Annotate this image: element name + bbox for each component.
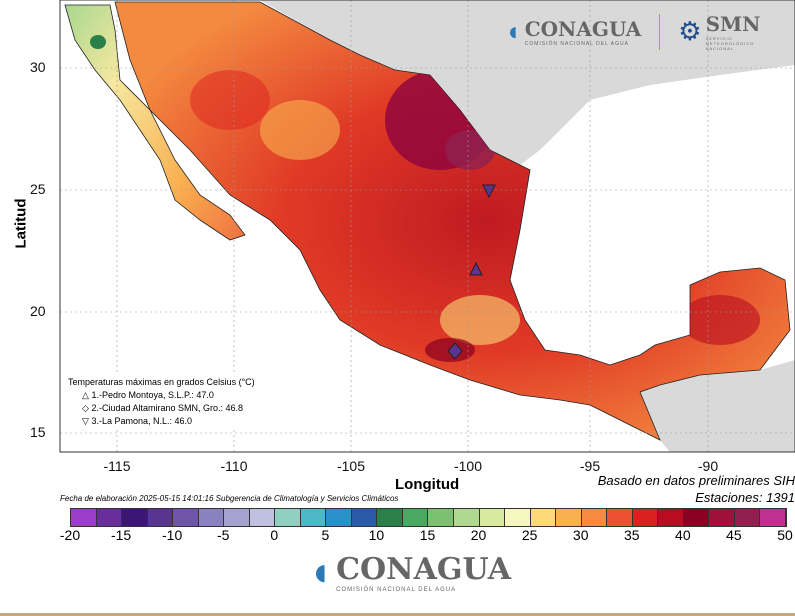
colorbar-segment (658, 509, 684, 526)
source-note: Basado en datos preliminares SIH (597, 473, 795, 488)
colorbar-label: 15 (419, 527, 436, 543)
triangle-up-icon: △ (82, 390, 89, 400)
legend-item: ▽ 3.-La Pamona, N.L.: 46.0 (68, 415, 255, 428)
logo-text: CONAGUA (524, 16, 642, 41)
colorbar-segment (351, 509, 378, 526)
map-legend: Temperaturas máximas en grados Celsius (… (68, 376, 255, 428)
xtick: -110 (220, 458, 248, 474)
colorbar-segment (734, 509, 761, 526)
legend-title: Temperaturas máximas en grados Celsius (… (68, 377, 255, 387)
colorbar-label: 35 (623, 527, 640, 543)
colorbar-label: -10 (162, 527, 183, 543)
colorbar-segment (505, 509, 531, 526)
ytick: 15 (30, 424, 46, 440)
colorbar-label: 45 (726, 527, 742, 543)
colorbar-label: 30 (572, 527, 589, 543)
colorbar-segment (683, 509, 710, 526)
temperature-map (59, 0, 795, 453)
station-marker-1 (469, 261, 483, 276)
colorbar-label: 25 (521, 527, 538, 543)
legend-text: 1.-Pedro Montoya, S.L.P.: 47.0 (91, 390, 214, 400)
colorbar-segment (71, 509, 97, 526)
ytick: 30 (30, 59, 46, 75)
colorbar-segment (224, 509, 250, 526)
logo-subtext: SERVICIO METEOROLÓGICO NACIONAL (705, 36, 755, 51)
water-drop-icon: ◖ (505, 16, 521, 46)
colorbar-segment (632, 509, 659, 526)
colorbar-segment (581, 509, 608, 526)
logo-text: CONAGUA (336, 552, 512, 587)
colorbar-segment (249, 509, 276, 526)
colorbar-label: -20 (59, 527, 81, 543)
stations-count: Estaciones: 1391 (695, 490, 795, 505)
conagua-logo-top: ◖ CONAGUA COMISIÓN NACIONAL DEL AGUA ⚙ S… (505, 12, 766, 51)
legend-text: 2.-Ciudad Altamirano SMN, Gro.: 46.8 (91, 403, 244, 413)
colorbar-label: 0 (270, 527, 279, 543)
y-axis-label: Latitud (12, 198, 30, 249)
xtick: -105 (336, 458, 366, 474)
footer-bar (0, 613, 795, 616)
station-marker-2 (447, 342, 463, 360)
colorbar-segment (96, 509, 123, 526)
colorbar-label: 5 (321, 527, 330, 543)
colorbar-label: 10 (368, 527, 385, 543)
baja-california (64, 4, 246, 241)
colorbar-segment (709, 509, 735, 526)
logo-subtext: COMISIÓN NACIONAL DEL AGUA (336, 587, 457, 593)
smn-gear-icon: ⚙ (678, 16, 702, 46)
usa-land (260, 0, 795, 165)
station-marker-3 (482, 184, 496, 199)
legend-text: 3.-La Pamona, N.L.: 46.0 (91, 416, 192, 426)
colorbar-segment (530, 509, 557, 526)
colorbar (70, 508, 787, 527)
colorbar-segment (275, 509, 301, 526)
water-drop-icon: ◖ (308, 550, 333, 594)
logo-subtext: COMISIÓN NACIONAL DEL AGUA (524, 40, 629, 47)
ytick: 20 (30, 303, 46, 319)
colorbar-label: 50 (777, 527, 793, 543)
ytick: 25 (30, 181, 46, 197)
xtick: -115 (103, 458, 131, 474)
colorbar-segment (453, 509, 480, 526)
colorbar-segment (607, 509, 633, 526)
diamond-icon: ◇ (82, 403, 89, 413)
xtick: -95 (579, 458, 601, 474)
colorbar-segment (428, 509, 454, 526)
triangle-down-icon: ▽ (82, 416, 89, 426)
colorbar-segment (402, 509, 429, 526)
colorbar-label: -5 (216, 527, 230, 543)
legend-item: △ 1.-Pedro Montoya, S.L.P.: 47.0 (68, 389, 255, 402)
central-america-land (640, 360, 795, 452)
x-axis-label: Longitud (395, 476, 460, 493)
colorbar-segment (198, 509, 225, 526)
colorbar-label: -15 (110, 527, 132, 543)
colorbar-label: 20 (470, 527, 487, 543)
logo-text: SMN (705, 12, 761, 36)
colorbar-segment (377, 509, 403, 526)
colorbar-segment (326, 509, 352, 526)
colorbar-segment (173, 509, 199, 526)
colorbar-segment (760, 509, 786, 526)
legend-item: ◇ 2.-Ciudad Altamirano SMN, Gro.: 46.8 (68, 402, 255, 415)
colorbar-segment (556, 509, 582, 526)
conagua-logo-bottom: ◖ CONAGUA COMISIÓN NACIONAL DEL AGUA (308, 550, 511, 595)
colorbar-segment (300, 509, 327, 526)
elaboration-date: Fecha de elaboración 2025-05-15 14:01:16… (60, 494, 399, 503)
colorbar-segment (147, 509, 174, 526)
colorbar-segment (122, 509, 148, 526)
xtick: -100 (453, 458, 483, 474)
colorbar-segment (479, 509, 506, 526)
xtick: -90 (697, 458, 719, 474)
colorbar-label: 40 (675, 527, 691, 543)
